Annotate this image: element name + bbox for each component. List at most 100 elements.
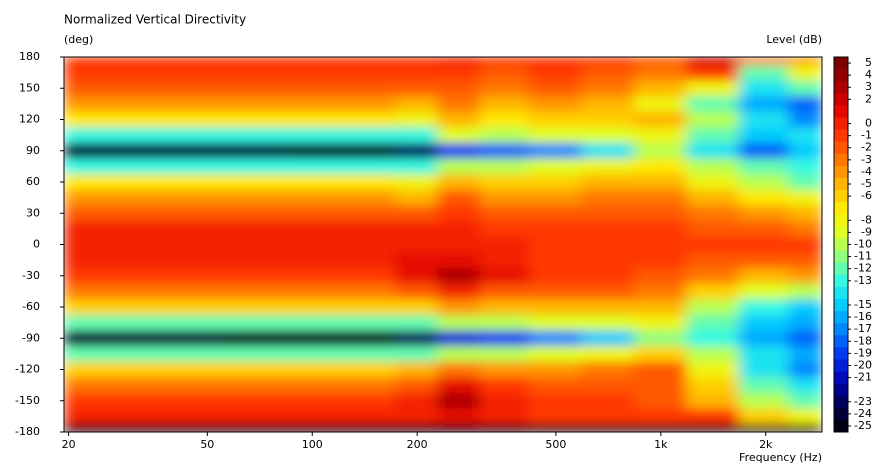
heat-cell xyxy=(342,142,396,160)
heat-cell xyxy=(99,267,162,285)
heat-cell xyxy=(788,346,822,363)
heat-cell xyxy=(479,127,530,144)
heatmap-cells xyxy=(64,57,822,432)
heat-cell xyxy=(581,267,635,285)
heat-cell xyxy=(99,174,162,191)
heat-cell xyxy=(160,142,226,160)
heat-cell xyxy=(99,221,162,238)
heat-cell xyxy=(686,158,740,175)
heat-cell xyxy=(224,361,286,378)
heat-cell xyxy=(99,377,162,394)
heat-cell xyxy=(738,392,789,410)
heat-cell xyxy=(285,299,344,316)
heat-cell xyxy=(285,236,344,253)
colorbar-tick-label: -21 xyxy=(854,371,872,384)
heat-cell xyxy=(633,142,687,160)
heat-cell xyxy=(437,127,480,144)
heat-cell xyxy=(395,80,438,97)
heat-cell xyxy=(224,314,286,331)
heat-cell xyxy=(788,392,822,410)
heat-cell xyxy=(437,158,480,175)
heat-cell xyxy=(224,57,286,66)
heat-cell xyxy=(342,96,396,113)
heat-cell xyxy=(285,80,344,97)
heat-cell xyxy=(686,346,740,363)
colorbar-tick-label: -13 xyxy=(854,274,872,287)
heat-cell xyxy=(224,158,286,175)
heat-cell xyxy=(479,330,530,347)
heat-cell xyxy=(738,424,789,432)
heat-cell xyxy=(437,205,480,222)
heat-cell xyxy=(581,80,635,97)
heat-cell xyxy=(437,424,480,432)
colorbar-tick-label: -24 xyxy=(854,407,872,420)
heat-cell xyxy=(437,174,480,191)
heat-cell xyxy=(64,330,100,347)
heat-cell xyxy=(395,408,438,425)
heat-cell xyxy=(738,346,789,363)
heat-cell xyxy=(99,330,162,347)
heat-cell xyxy=(633,377,687,394)
x-tick-label: 2k xyxy=(759,438,773,451)
heat-cell xyxy=(581,236,635,253)
heat-cell xyxy=(581,64,635,81)
heat-cell xyxy=(581,361,635,378)
colorbar-tick-label: -20 xyxy=(854,358,872,371)
heat-cell xyxy=(395,236,438,253)
heat-cell xyxy=(64,424,100,432)
colorbar-tick-label: 3 xyxy=(865,80,872,93)
colorbar-tick-label: -25 xyxy=(854,419,872,432)
heat-cell xyxy=(686,127,740,144)
heat-cell xyxy=(633,392,687,410)
colorbar-band xyxy=(834,407,848,421)
heat-cell xyxy=(99,57,162,66)
heat-cell xyxy=(633,283,687,300)
heat-cell xyxy=(342,314,396,331)
heat-cell xyxy=(633,236,687,253)
heat-cell xyxy=(395,127,438,144)
heat-cell xyxy=(285,392,344,410)
heat-cell xyxy=(99,392,162,410)
colorbar-tick-label: -12 xyxy=(854,262,872,275)
y-tick-label: -30 xyxy=(22,269,40,282)
heat-cell xyxy=(738,283,789,300)
heat-cell xyxy=(285,111,344,128)
heat-cell xyxy=(342,127,396,144)
heat-cell xyxy=(788,283,822,300)
colorbar-band xyxy=(834,141,848,155)
heat-cell xyxy=(160,283,226,300)
heat-cell xyxy=(224,221,286,238)
heat-cell xyxy=(285,330,344,347)
heat-cell xyxy=(99,299,162,316)
colorbar-band xyxy=(834,69,848,82)
heat-cell xyxy=(633,361,687,378)
heat-cell xyxy=(686,80,740,97)
y-tick-label: -150 xyxy=(15,394,40,407)
heat-cell xyxy=(738,158,789,175)
heat-cell xyxy=(738,252,789,269)
heat-cell xyxy=(479,221,530,238)
heat-cell xyxy=(160,111,226,128)
colorbar-tick-label: -1 xyxy=(861,129,872,142)
heat-cell xyxy=(528,158,582,175)
heat-cell xyxy=(437,267,480,285)
heat-cell xyxy=(160,158,226,175)
heat-cell xyxy=(224,127,286,144)
colorbar-band xyxy=(834,395,848,409)
heat-cell xyxy=(738,267,789,285)
y-tick-label: 120 xyxy=(19,113,40,126)
heat-cell xyxy=(437,96,480,113)
heat-cell xyxy=(479,80,530,97)
heat-cell xyxy=(160,205,226,222)
colorbar-tick-label: -8 xyxy=(861,213,872,226)
heat-cell xyxy=(99,408,162,425)
heat-cell xyxy=(528,346,582,363)
heat-cell xyxy=(633,57,687,66)
heat-cell xyxy=(395,158,438,175)
heat-cell xyxy=(528,267,582,285)
colorbar-tick-label: -4 xyxy=(861,165,872,178)
heat-cell xyxy=(160,267,226,285)
heat-cell xyxy=(686,142,740,160)
x-tick-label: 500 xyxy=(545,438,566,451)
colorbar-band xyxy=(834,165,848,179)
